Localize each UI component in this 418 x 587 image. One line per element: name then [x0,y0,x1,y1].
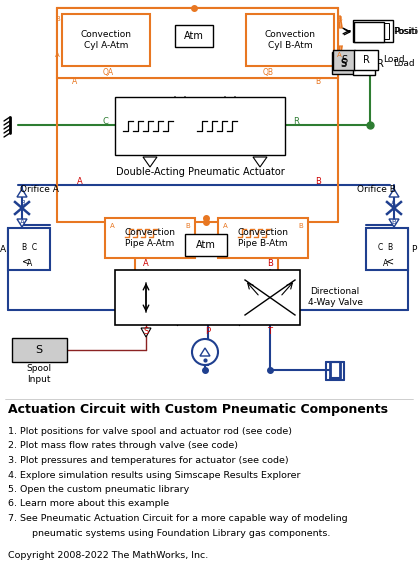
Text: Orifice A: Orifice A [20,185,59,194]
Text: B: B [20,200,25,206]
Text: 4. Explore simulation results using Simscape Results Explorer: 4. Explore simulation results using Sims… [8,471,301,480]
Polygon shape [143,157,157,167]
Text: Orifice B: Orifice B [357,185,396,194]
Text: A: A [337,52,342,58]
Bar [105,218,195,258]
Text: Spool
Input: Spool Input [26,365,51,384]
Text: A: A [20,219,25,225]
Text: S: S [340,58,346,68]
Polygon shape [200,348,210,356]
Text: <: < [386,257,394,267]
Polygon shape [389,219,399,227]
Text: B: B [315,177,321,185]
Bar [333,50,355,70]
Text: T: T [268,328,273,336]
Text: <: < [22,257,30,267]
Text: A: A [77,177,83,185]
Text: Copyright 2008-2022 The MathWorks, Inc.: Copyright 2008-2022 The MathWorks, Inc. [8,551,208,560]
Text: 1. Plot positions for valve spool and actuator rod (see code): 1. Plot positions for valve spool and ac… [8,427,292,436]
Text: Position: Position [394,28,418,36]
Bar [354,22,384,42]
Text: pneumatic systems using Foundation Library gas components.: pneumatic systems using Foundation Libra… [8,528,330,538]
Text: B  C: B C [23,244,38,252]
Text: B: B [298,223,303,229]
Polygon shape [389,189,399,197]
Text: R: R [362,55,370,65]
Text: 6. Learn more about this example: 6. Learn more about this example [8,500,169,508]
Text: S: S [143,328,149,336]
Bar [332,52,354,74]
Polygon shape [17,189,27,197]
Polygon shape [141,328,151,337]
Bar [8,228,50,270]
Text: Convection
Pipe A-Atm: Convection Pipe A-Atm [125,228,176,248]
Text: Directional
4-Way Valve: Directional 4-Way Valve [308,287,362,306]
Bar [185,234,227,256]
Text: A: A [72,76,78,86]
Bar [218,218,308,258]
Text: R: R [293,116,299,126]
Text: 5. Open the custom pneumatic library: 5. Open the custom pneumatic library [8,485,189,494]
Text: S: S [340,59,346,69]
Text: B: B [391,219,396,225]
Text: Atm: Atm [196,240,216,250]
Text: Convection
Pipe B-Atm: Convection Pipe B-Atm [237,228,288,248]
Text: Double-Acting Pneumatic Actuator: Double-Acting Pneumatic Actuator [116,167,284,177]
Text: 7. See Pneumatic Actuation Circuit for a more capable way of modeling: 7. See Pneumatic Actuation Circuit for a… [8,514,348,523]
Bar [175,25,213,47]
Text: B: B [55,16,60,22]
Bar [57,8,338,78]
Text: Pipe A: Pipe A [0,245,6,254]
Text: QA: QA [102,68,114,76]
Text: B: B [267,258,273,268]
Text: Actuation Circuit with Custom Pneumatic Components: Actuation Circuit with Custom Pneumatic … [8,403,388,416]
Bar [357,23,389,39]
Text: A: A [383,259,389,268]
Polygon shape [17,219,27,227]
Text: 3. Plot pressures and temperatures for actuator (see code): 3. Plot pressures and temperatures for a… [8,456,288,465]
Text: S: S [36,345,43,355]
Text: B: B [337,16,342,22]
Text: A: A [223,223,227,229]
Bar [366,228,408,270]
Text: QB: QB [263,68,273,76]
Bar [246,14,334,66]
Text: A: A [143,258,149,268]
Text: B: B [316,76,321,86]
Circle shape [192,339,218,365]
Bar [115,97,285,155]
Text: A: A [55,52,60,58]
Text: Convection
Cyl B-Atm: Convection Cyl B-Atm [265,31,316,50]
Text: A: A [27,259,33,268]
Bar [353,53,375,75]
Bar [115,270,300,325]
Text: Convection
Cyl A-Atm: Convection Cyl A-Atm [81,31,132,50]
Text: Load: Load [383,56,405,65]
Text: A: A [391,200,396,206]
Bar [353,20,393,42]
Text: B: B [186,223,190,229]
Bar [12,338,67,362]
Bar [354,50,378,70]
Text: S: S [341,55,347,65]
Text: Load: Load [393,59,415,69]
Text: C: C [102,116,108,126]
Text: 2. Plot mass flow rates through valve (see code): 2. Plot mass flow rates through valve (s… [8,441,238,450]
Text: R: R [377,59,383,69]
Bar [62,14,150,66]
Text: Pipe B: Pipe B [412,245,418,254]
Text: A: A [110,223,115,229]
Polygon shape [253,157,267,167]
Text: Atm: Atm [184,31,204,41]
Text: Position: Position [393,26,418,35]
Text: P: P [205,328,211,336]
Text: C  B: C B [378,244,394,252]
